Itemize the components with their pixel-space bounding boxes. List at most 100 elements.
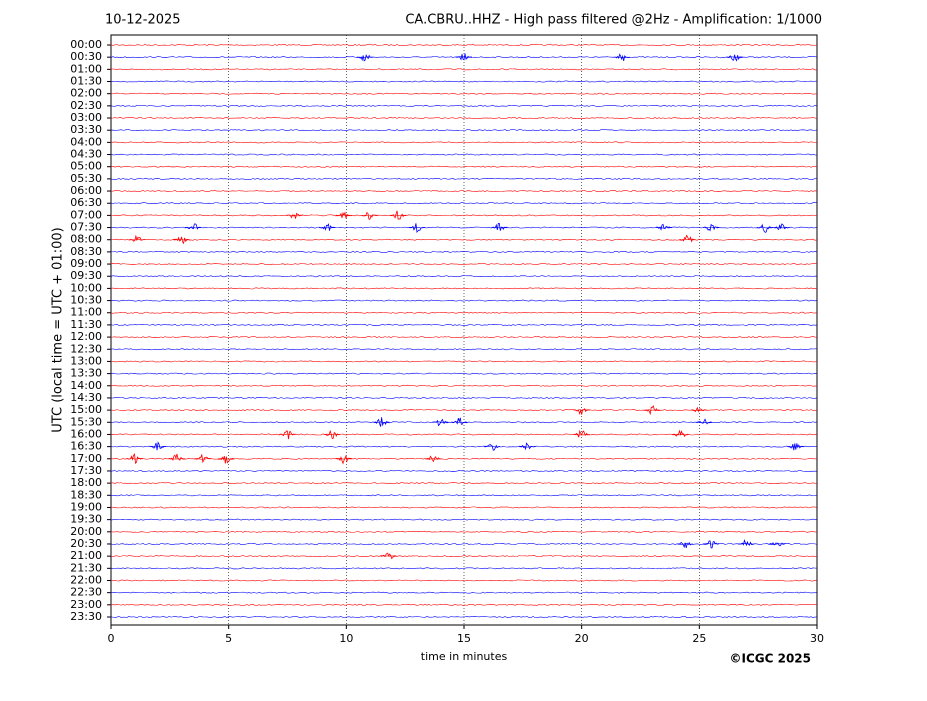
- trace: [110, 80, 818, 83]
- y-tick-label: 15:00: [70, 403, 102, 416]
- seismic-burst: [695, 418, 713, 425]
- y-tick-label: 12:00: [70, 330, 102, 343]
- trace: [110, 226, 818, 229]
- trace: [110, 506, 818, 509]
- y-tick-label: 17:00: [70, 452, 102, 465]
- y-tick-label: 07:30: [70, 221, 102, 234]
- trace: [110, 190, 818, 192]
- trace: [110, 117, 818, 119]
- seismic-burst: [184, 223, 202, 230]
- y-tick-label: 00:30: [70, 50, 102, 63]
- x-tick-label: 25: [692, 632, 706, 645]
- seismic-burst: [672, 429, 689, 438]
- trace: [110, 250, 818, 253]
- seismic-burst: [149, 441, 167, 451]
- y-tick-label: 10:00: [70, 281, 102, 294]
- trace: [110, 567, 818, 570]
- seismic-burst: [279, 430, 296, 440]
- trace: [110, 518, 818, 521]
- trace: [110, 263, 818, 265]
- y-tick-label: 15:30: [70, 415, 102, 428]
- trace: [110, 92, 818, 95]
- x-tick-label: 10: [339, 632, 353, 645]
- y-tick-label: 14:30: [70, 391, 102, 404]
- y-tick-label: 02:30: [70, 99, 102, 112]
- trace: [110, 445, 818, 448]
- y-tick-label: 10:30: [70, 294, 102, 307]
- seismic-burst: [356, 54, 374, 62]
- trace: [110, 494, 818, 497]
- chart-title: CA.CBRU..HHZ - High pass filtered @2Hz -…: [405, 13, 822, 28]
- trace: [110, 287, 818, 290]
- seismic-burst: [319, 223, 336, 231]
- seismic-burst: [408, 223, 425, 234]
- x-tick-label: 20: [575, 632, 589, 645]
- y-tick-label: 03:30: [70, 123, 102, 136]
- trace: [110, 397, 818, 399]
- x-axis-label: time in minutes: [421, 650, 508, 663]
- y-tick-label: 19:00: [70, 500, 102, 513]
- y-tick-label: 16:30: [70, 440, 102, 453]
- trace: [110, 603, 818, 606]
- seismic-burst: [726, 54, 743, 62]
- seismic-burst: [702, 540, 720, 549]
- y-tick-label: 04:30: [70, 148, 102, 161]
- seismic-burst: [643, 405, 661, 416]
- seismic-burst: [425, 455, 442, 463]
- y-tick-label: 01:30: [70, 75, 102, 88]
- y-tick-label: 23:30: [70, 610, 102, 623]
- trace: [110, 202, 818, 205]
- y-tick-label: 07:00: [70, 208, 102, 221]
- seismic-burst: [679, 234, 696, 243]
- seismic-burst: [168, 453, 185, 462]
- seismic-burst: [702, 223, 720, 232]
- trace: [110, 238, 818, 241]
- seismic-burst: [173, 236, 190, 245]
- y-tick-label: 06:00: [70, 184, 102, 197]
- seismic-burst: [768, 541, 785, 547]
- trace: [110, 530, 818, 533]
- trace: [110, 129, 818, 132]
- y-tick-label: 00:00: [70, 38, 102, 51]
- seismic-burst: [787, 443, 804, 451]
- seismic-burst: [126, 453, 143, 465]
- trace: [110, 555, 818, 558]
- y-tick-label: 05:30: [70, 172, 102, 185]
- seismic-burst: [380, 552, 397, 560]
- y-tick-label: 21:00: [70, 549, 102, 562]
- y-tick-label: 13:00: [70, 354, 102, 367]
- y-tick-label: 18:30: [70, 488, 102, 501]
- x-tick-label: 5: [225, 632, 232, 645]
- y-tick-label: 04:00: [70, 135, 102, 148]
- seismic-burst: [519, 442, 536, 451]
- seismic-burst: [690, 406, 708, 413]
- seismic-burst: [573, 408, 590, 415]
- seismic-burst: [490, 223, 508, 231]
- seismic-burst: [756, 223, 774, 233]
- y-tick-label: 11:00: [70, 306, 102, 319]
- trace: [110, 591, 818, 594]
- x-tick-label: 15: [457, 632, 471, 645]
- trace: [110, 68, 818, 71]
- trace: [110, 360, 818, 363]
- seismic-burst: [450, 417, 468, 425]
- trace: [110, 177, 818, 180]
- seismic-burst: [323, 429, 341, 440]
- seismic-burst: [573, 429, 590, 438]
- seismic-burst: [483, 444, 501, 451]
- y-tick-label: 06:30: [70, 196, 102, 209]
- y-tick-label: 11:30: [70, 318, 102, 331]
- y-tick-label: 18:00: [70, 476, 102, 489]
- seismic-burst: [773, 223, 790, 231]
- y-tick-label: 22:30: [70, 586, 102, 599]
- y-tick-label: 16:00: [70, 427, 102, 440]
- y-tick-label: 20:30: [70, 537, 102, 550]
- y-tick-label: 09:30: [70, 269, 102, 282]
- y-tick-label: 03:00: [70, 111, 102, 124]
- trace: [110, 141, 818, 144]
- y-tick-label: 01:00: [70, 62, 102, 75]
- x-tick-label: 0: [108, 632, 115, 645]
- trace: [110, 348, 818, 351]
- seismic-burst: [613, 53, 630, 61]
